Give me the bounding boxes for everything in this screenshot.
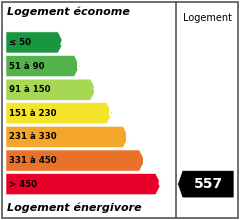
Polygon shape xyxy=(178,170,234,198)
Polygon shape xyxy=(6,150,145,171)
Text: 51 à 90: 51 à 90 xyxy=(9,62,44,71)
Text: D: D xyxy=(108,108,117,118)
Polygon shape xyxy=(6,32,63,53)
Text: B: B xyxy=(76,61,84,71)
Text: F: F xyxy=(142,156,149,165)
Polygon shape xyxy=(6,79,96,100)
Text: 331 à 450: 331 à 450 xyxy=(9,156,56,165)
Text: C: C xyxy=(93,85,100,95)
Polygon shape xyxy=(6,174,161,195)
Text: Logement: Logement xyxy=(182,13,232,23)
Text: 557: 557 xyxy=(194,177,223,191)
Polygon shape xyxy=(6,126,128,147)
Polygon shape xyxy=(6,103,112,124)
Text: 151 à 230: 151 à 230 xyxy=(9,109,56,118)
Text: A: A xyxy=(60,37,68,48)
Text: 91 à 150: 91 à 150 xyxy=(9,85,50,94)
Text: ≤ 50: ≤ 50 xyxy=(9,38,31,47)
Text: Logement économe: Logement économe xyxy=(7,7,130,17)
Text: G: G xyxy=(157,179,166,189)
Polygon shape xyxy=(6,55,80,77)
FancyBboxPatch shape xyxy=(2,2,238,218)
Text: E: E xyxy=(125,132,132,142)
Text: 231 à 330: 231 à 330 xyxy=(9,132,56,141)
Text: Logement énergivore: Logement énergivore xyxy=(7,203,142,213)
Text: > 450: > 450 xyxy=(9,180,37,189)
